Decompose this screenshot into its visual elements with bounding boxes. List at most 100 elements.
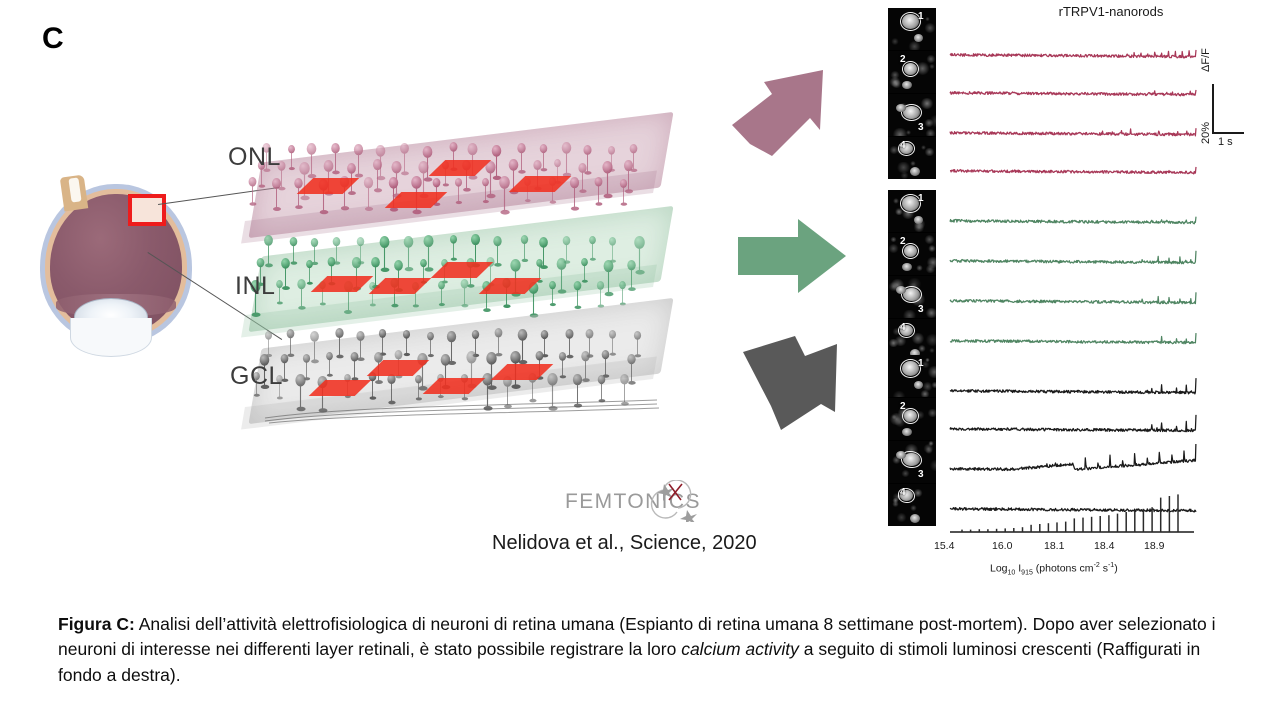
- roi-thumbnail[interactable]: 1: [888, 355, 936, 397]
- roi-neighbor-cell: [914, 381, 923, 389]
- neuron-axon: [444, 167, 446, 185]
- neuron-soma: [295, 374, 306, 387]
- neuron-axon: [521, 338, 524, 362]
- neuron-soma: [619, 281, 627, 290]
- neuron-axon: [260, 168, 263, 187]
- neuron-terminal: [441, 280, 448, 284]
- roi-neighbor-cell: [896, 451, 906, 459]
- roi-thumbnail[interactable]: 4: [888, 484, 936, 526]
- roi-neighbor-cell: [896, 104, 906, 112]
- retina-roi-box: [128, 194, 166, 226]
- neuron-terminal: [249, 201, 257, 206]
- calcium-trace: [949, 128, 1197, 137]
- neuron-soma: [529, 281, 539, 294]
- roi-thumbnail[interactable]: 1: [888, 8, 936, 50]
- roi-outline: [900, 194, 921, 213]
- roi-thumbnail[interactable]: 3: [888, 441, 936, 483]
- roi-background-speckle: [923, 118, 934, 127]
- roi-neighbor-cell: [910, 349, 920, 358]
- neuron-terminal: [517, 169, 526, 174]
- calcium-trace: [949, 166, 1197, 175]
- scalebar-amplitude: 20%: [1200, 121, 1212, 144]
- neuron-axon: [489, 171, 492, 197]
- neuron-axon: [497, 335, 500, 355]
- neuron-axon: [299, 384, 302, 410]
- neuron-soma: [350, 351, 359, 362]
- neuron-axon: [338, 336, 341, 357]
- neuron-axon: [543, 151, 545, 170]
- neuron-soma: [623, 159, 633, 171]
- neuron-axon: [381, 336, 384, 355]
- neuron-axon: [551, 383, 554, 409]
- neuron-axon: [406, 337, 408, 355]
- roi-background-speckle: [901, 469, 910, 477]
- neuron-axon: [252, 184, 254, 204]
- neuron-axon: [565, 151, 568, 176]
- neuron-terminal: [303, 376, 311, 381]
- neuron-axon: [376, 168, 379, 191]
- roi-background-speckle: [928, 441, 934, 446]
- neuron-terminal: [310, 261, 318, 265]
- neuron-axon: [450, 340, 452, 364]
- neuron-axon: [393, 286, 395, 306]
- neuron-axon: [289, 336, 291, 356]
- neuron-terminal: [446, 361, 456, 366]
- neuron-soma: [471, 234, 481, 246]
- roi-thumbnail[interactable]: 4: [888, 137, 936, 179]
- x-axis-tick-label: 18.9: [1144, 540, 1165, 552]
- roi-thumbnail[interactable]: 2: [888, 233, 936, 275]
- x-axis-title-end: ): [1114, 562, 1118, 575]
- neuron-terminal: [319, 209, 328, 215]
- neuron-terminal: [294, 205, 303, 210]
- neuron-axon: [360, 339, 362, 360]
- roi-thumbnail[interactable]: 1: [888, 190, 936, 232]
- neuron-soma: [540, 143, 548, 153]
- roi-thumbnail[interactable]: 3: [888, 94, 936, 136]
- figure-caption: Figura C: Analisi dell’attività elettrof…: [58, 612, 1224, 688]
- roi-thumbnail[interactable]: 2: [888, 398, 936, 440]
- neuron-soma: [387, 374, 396, 385]
- neuron-soma: [364, 177, 374, 189]
- caption-part-2: a seguito di stimoli luminosi crescenti …: [58, 639, 1201, 685]
- neuron-soma: [325, 351, 333, 360]
- neuron-terminal: [486, 385, 497, 391]
- neuron-terminal: [493, 263, 502, 267]
- neuron-soma: [627, 353, 637, 365]
- neuron-axon: [358, 153, 360, 176]
- neuron-terminal: [250, 312, 260, 318]
- neuron-axon: [582, 170, 584, 191]
- roi-background-speckle: [905, 129, 912, 135]
- roi-thumbnail[interactable]: 3: [888, 276, 936, 318]
- roi-background-speckle: [917, 344, 927, 352]
- roi-strip-onl: 1 2 3 4: [888, 8, 936, 179]
- roi-number: 1: [918, 11, 924, 22]
- neuron-soma: [335, 328, 344, 339]
- neuron-soma: [627, 259, 636, 270]
- neuron-soma: [347, 162, 356, 174]
- roi-thumbnail[interactable]: 2: [888, 51, 936, 93]
- roi-background-speckle: [913, 223, 925, 232]
- recording-panel-title: rTRPV1-nanorods: [1058, 4, 1164, 19]
- neuron-soma: [262, 143, 271, 153]
- neuron-terminal: [253, 393, 260, 397]
- neuron-axon: [496, 244, 499, 266]
- neuron-axon: [330, 264, 332, 284]
- scalebar-v-bar: [1212, 84, 1214, 134]
- neuron-axon: [486, 382, 489, 408]
- femtonics-swirl-icon: [650, 480, 697, 522]
- neuron-soma: [356, 236, 364, 246]
- neuron-terminal: [559, 375, 566, 379]
- roi-background-speckle: [930, 381, 936, 389]
- neuron-axon: [495, 155, 498, 179]
- neuron-soma: [422, 145, 433, 158]
- roi-thumbnail[interactable]: 4: [888, 319, 936, 361]
- layer-label-onl: ONL: [228, 143, 281, 171]
- neuron-terminal: [432, 202, 440, 206]
- neuron-axon: [313, 244, 315, 264]
- neuron-soma: [403, 330, 411, 340]
- neuron-axon: [627, 168, 629, 191]
- neuron-axon: [371, 288, 374, 305]
- neuron-axon: [417, 381, 420, 399]
- roi-background-speckle: [892, 497, 900, 504]
- neuron-terminal: [619, 302, 626, 306]
